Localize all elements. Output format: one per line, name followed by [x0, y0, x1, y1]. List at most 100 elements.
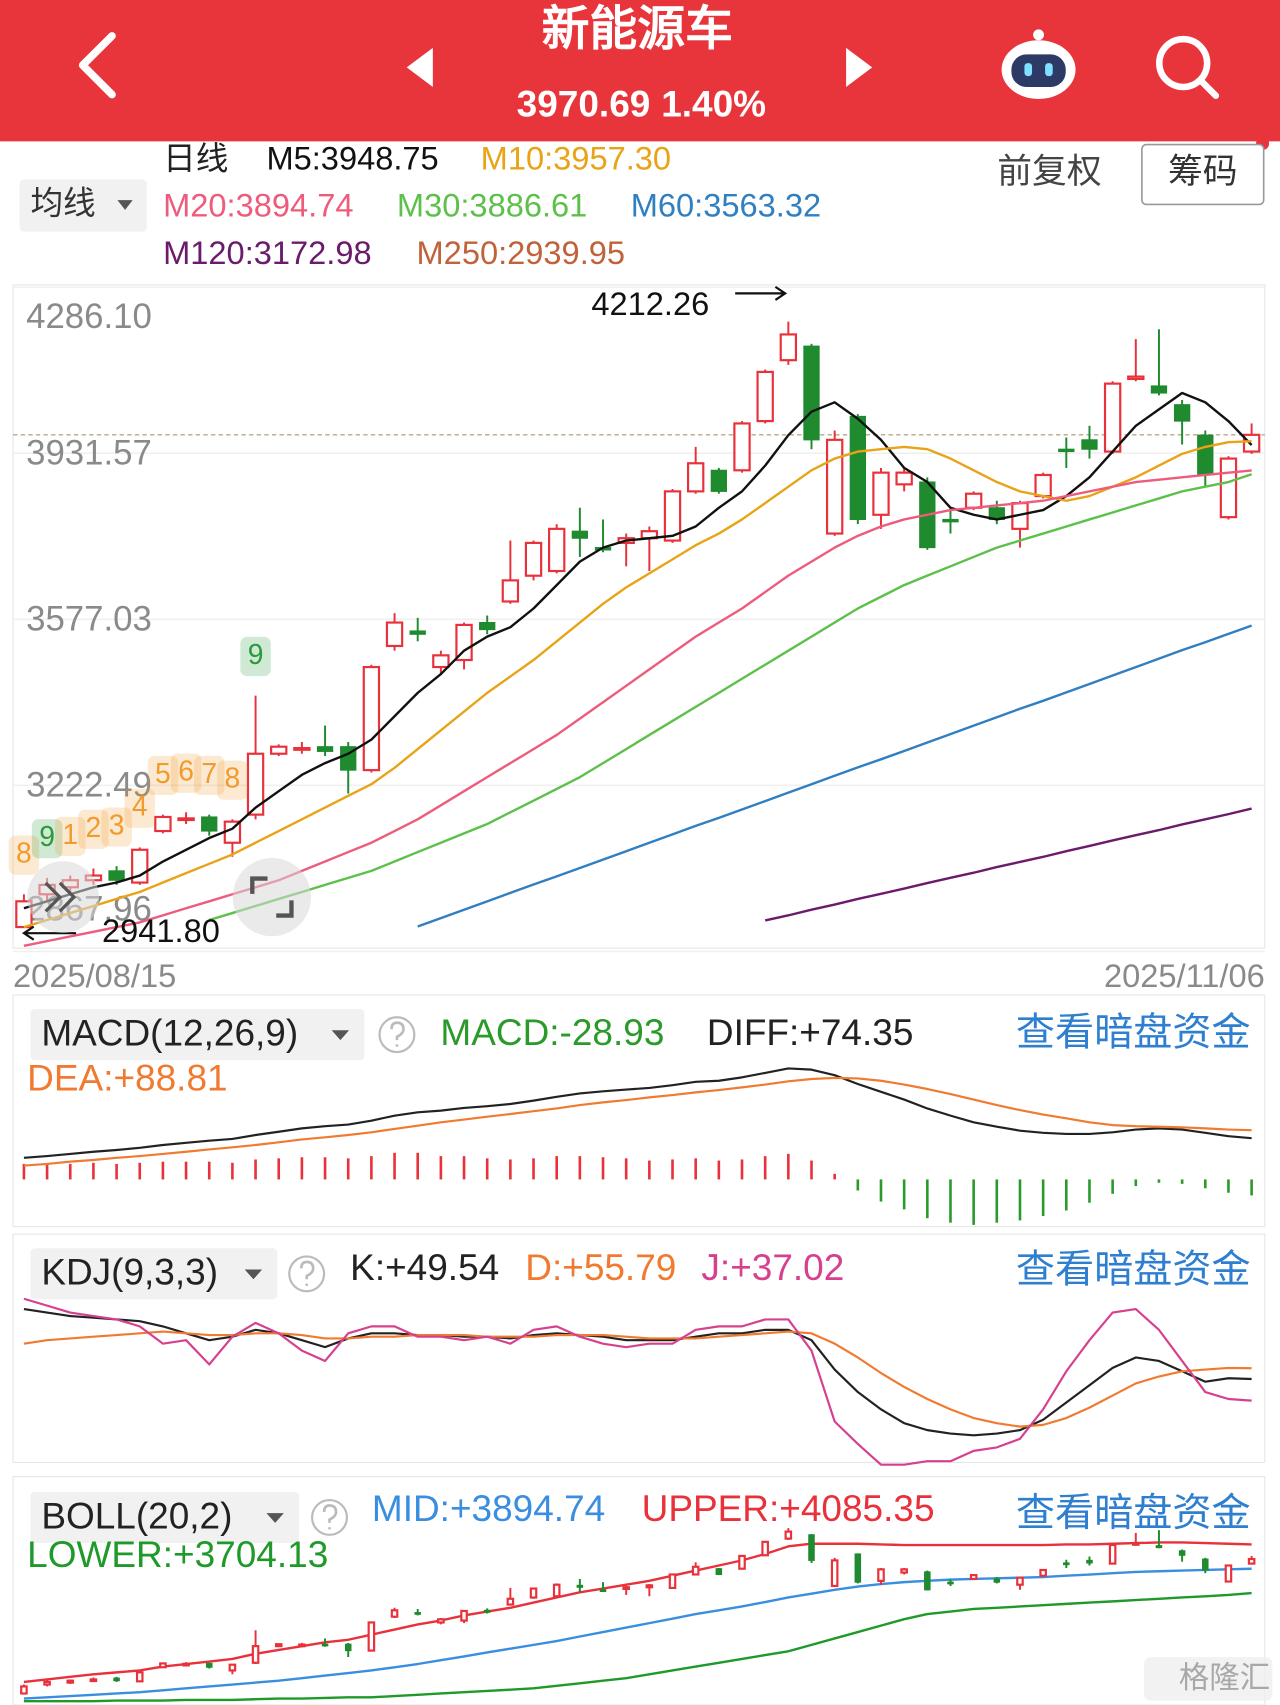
adjust-button[interactable]: 前复权	[997, 152, 1101, 191]
candle-body	[942, 518, 959, 523]
boll-candle-body	[1247, 1557, 1256, 1565]
collapse-button[interactable]	[27, 861, 99, 933]
candle-body	[547, 527, 566, 573]
help-circle	[311, 1498, 349, 1536]
indicator-selector[interactable]: BOLL(20,2)	[30, 1491, 300, 1543]
indicator-value: MID:+3894.74	[372, 1488, 605, 1529]
macd-line	[23, 1067, 1252, 1159]
boll-candle-body	[1063, 1562, 1070, 1566]
assistant-icon[interactable]	[1001, 29, 1076, 99]
candle-body	[1173, 404, 1191, 422]
candle-body	[1081, 439, 1098, 450]
legend-entry: M30:3886.61	[397, 186, 587, 223]
indicator-value: MACD:-28.93	[440, 1012, 664, 1053]
indicator-selector[interactable]: KDJ(9,3,3)	[30, 1248, 278, 1300]
td-count: 1	[62, 818, 78, 850]
chips-box	[1141, 143, 1265, 206]
help-icon[interactable]	[288, 1255, 326, 1293]
back-button[interactable]	[78, 32, 116, 99]
boll-candle-body	[1224, 1564, 1233, 1583]
candle-body	[1058, 448, 1075, 453]
boll-candle-body	[877, 1568, 885, 1582]
boll-candle-body	[1202, 1558, 1209, 1571]
dropdown-arrow	[244, 1269, 263, 1280]
search-button[interactable]	[1156, 35, 1220, 99]
indicator-title: BOLL(20,2)	[41, 1495, 232, 1536]
legend-entry: M120:3172.98	[163, 234, 372, 271]
search-lens	[1156, 35, 1211, 91]
kdj-line	[23, 1330, 1252, 1428]
fullscreen-button[interactable]	[232, 857, 312, 937]
indicator-value: LOWER:+3704.13	[27, 1534, 328, 1575]
collapse-icon	[44, 881, 77, 913]
td-bubble	[101, 807, 132, 847]
chips-button[interactable]: 筹码	[1141, 143, 1265, 206]
indicator-dropdown[interactable]: 均线	[19, 179, 147, 232]
kdj-line	[23, 1297, 1252, 1466]
macd-line	[23, 1076, 1252, 1167]
dark-pool-link[interactable]: 查看暗盘资金	[1016, 1012, 1251, 1055]
candle-body	[872, 471, 890, 516]
watermark: 格隆汇	[1144, 1657, 1273, 1701]
indicator-title: KDJ(9,3,3)	[41, 1252, 218, 1293]
dark-pool-link[interactable]: 查看暗盘资金	[1016, 1249, 1251, 1292]
td-count: 8	[225, 762, 241, 794]
boll-candle-body	[969, 1574, 978, 1581]
td-count: 3	[109, 808, 125, 840]
boll-candle-body	[947, 1581, 954, 1585]
candle-body	[1103, 382, 1122, 453]
candle-body	[479, 622, 496, 631]
ma-line	[764, 807, 1252, 922]
help-icon[interactable]	[311, 1498, 349, 1536]
selector-box	[30, 1491, 300, 1543]
td-count: 2	[86, 811, 102, 843]
legend-entry: M60:3563.32	[631, 186, 821, 223]
candle-body	[455, 623, 473, 662]
robot-face	[1011, 54, 1066, 87]
td-bubble	[147, 755, 179, 796]
robot-eye	[1045, 63, 1053, 77]
indicator-value: UPPER:+4085.35	[642, 1488, 935, 1529]
td-count: 8	[16, 837, 32, 869]
boll-candle-body	[205, 1662, 213, 1668]
boll-candle-body	[552, 1583, 561, 1598]
boll-candle-body	[251, 1645, 260, 1664]
boll-candle-body	[830, 1559, 839, 1588]
candle-body	[779, 333, 798, 362]
boll-candle-body	[20, 1685, 28, 1695]
extreme-arrow	[735, 285, 788, 301]
boll-candle-body	[159, 1662, 167, 1669]
y-tick-label: 3931.57	[26, 435, 152, 473]
help-mark	[299, 1260, 315, 1286]
dark-pool-link[interactable]: 查看暗盘资金	[1016, 1492, 1251, 1535]
boll-candle-body	[854, 1553, 862, 1583]
next-button[interactable]	[846, 47, 873, 87]
boll-candle-body	[506, 1597, 515, 1606]
button-circle	[232, 857, 312, 937]
boll-candle-body	[900, 1568, 908, 1574]
y-tick-label: 4286.10	[26, 298, 152, 336]
search-handle	[1197, 77, 1220, 99]
candle-body	[293, 747, 311, 751]
boll-candle-body	[668, 1573, 677, 1589]
help-icon[interactable]	[378, 1016, 416, 1054]
indicator-selector[interactable]: MACD(12,26,9)	[30, 1009, 365, 1061]
td-count: 9	[248, 638, 264, 670]
button-circle	[27, 861, 99, 933]
prev-button[interactable]	[406, 47, 433, 87]
period-label: 日线	[163, 140, 228, 177]
td-bubble	[31, 819, 63, 859]
td-count: 5	[155, 757, 171, 789]
candle-body	[663, 490, 682, 542]
legend-entry: M20:3894.74	[163, 186, 353, 223]
stock-title: 新能源车	[542, 3, 733, 56]
boll-candle-body	[367, 1621, 376, 1652]
candle-body	[270, 745, 288, 755]
dropdown-arrow	[266, 1513, 284, 1523]
extreme-label: 4212.26	[591, 285, 709, 322]
boll-candle-body	[1108, 1543, 1117, 1565]
boll-candle-body	[784, 1530, 793, 1540]
candle-body	[756, 370, 774, 423]
indicator-value: DIFF:+74.35	[707, 1012, 914, 1053]
